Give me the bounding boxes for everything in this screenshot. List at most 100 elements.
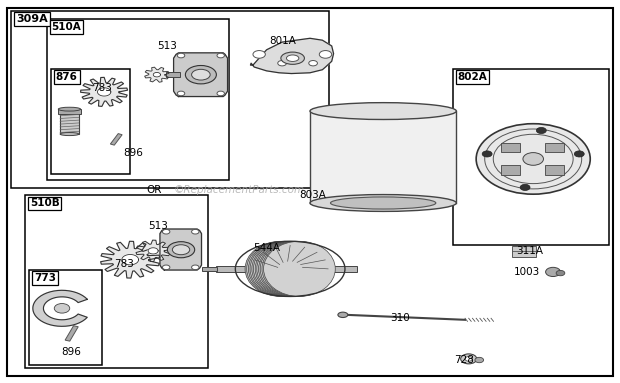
Text: 783: 783 (92, 83, 112, 93)
Circle shape (162, 229, 170, 234)
Polygon shape (100, 241, 160, 278)
Ellipse shape (185, 65, 216, 84)
Text: 773: 773 (34, 273, 56, 283)
Text: 310: 310 (390, 313, 410, 323)
Ellipse shape (260, 241, 332, 296)
Text: 876: 876 (56, 72, 78, 82)
Ellipse shape (167, 242, 195, 258)
Polygon shape (81, 77, 128, 106)
Bar (502, 165, 520, 175)
Bar (202, 267, 217, 271)
Circle shape (278, 61, 286, 66)
Circle shape (482, 151, 492, 157)
Circle shape (253, 51, 265, 58)
Ellipse shape (330, 197, 436, 209)
Ellipse shape (60, 133, 79, 136)
Ellipse shape (255, 241, 327, 296)
Polygon shape (97, 88, 111, 96)
Ellipse shape (310, 103, 456, 119)
Bar (216, 266, 357, 272)
Bar (512, 246, 536, 257)
Polygon shape (148, 248, 158, 254)
Bar (11, 11, 329, 188)
Ellipse shape (58, 107, 81, 111)
Bar (545, 165, 564, 175)
Ellipse shape (245, 241, 317, 296)
Ellipse shape (310, 195, 456, 211)
Circle shape (475, 357, 484, 363)
Text: 783: 783 (114, 259, 134, 269)
Ellipse shape (254, 241, 325, 296)
Text: 544A: 544A (253, 243, 280, 253)
Text: OR: OR (146, 185, 161, 195)
Ellipse shape (286, 55, 299, 62)
Circle shape (574, 151, 584, 157)
Circle shape (177, 53, 185, 58)
Ellipse shape (172, 245, 190, 255)
Polygon shape (160, 229, 202, 270)
Ellipse shape (55, 303, 69, 313)
Circle shape (177, 91, 185, 96)
Bar (110, 134, 122, 145)
Circle shape (476, 124, 590, 194)
Bar (58, 109, 81, 114)
Text: 510B: 510B (30, 198, 60, 208)
Polygon shape (122, 255, 138, 265)
Bar (65, 326, 78, 341)
Ellipse shape (192, 69, 210, 80)
Text: 801A: 801A (269, 36, 296, 46)
Text: ©ReplacementParts.com: ©ReplacementParts.com (173, 185, 304, 195)
Circle shape (556, 270, 565, 276)
Ellipse shape (281, 52, 304, 64)
Text: 896: 896 (123, 148, 143, 158)
Text: 803A: 803A (299, 190, 327, 200)
Bar (545, 142, 564, 152)
Bar (502, 142, 520, 152)
Circle shape (536, 128, 546, 134)
Ellipse shape (264, 241, 335, 296)
Ellipse shape (252, 241, 324, 296)
Polygon shape (136, 240, 170, 262)
Text: 896: 896 (61, 347, 81, 357)
Ellipse shape (257, 241, 329, 296)
Polygon shape (153, 72, 161, 77)
Circle shape (217, 91, 224, 96)
Circle shape (461, 354, 477, 364)
Ellipse shape (262, 241, 334, 296)
Bar (310, 111, 456, 203)
Text: 728: 728 (454, 355, 474, 365)
Polygon shape (174, 53, 228, 97)
Ellipse shape (247, 241, 319, 296)
Text: 510A: 510A (51, 22, 81, 32)
Polygon shape (250, 38, 334, 74)
Circle shape (546, 267, 560, 277)
Polygon shape (33, 290, 87, 326)
Bar (60, 113, 79, 134)
Circle shape (465, 357, 472, 361)
Ellipse shape (259, 241, 330, 296)
Bar (25, 195, 208, 368)
Bar (453, 69, 609, 245)
Bar (51, 69, 130, 174)
Ellipse shape (338, 312, 348, 318)
Text: 311A: 311A (516, 246, 544, 256)
Polygon shape (144, 67, 169, 82)
Text: 513: 513 (148, 221, 168, 231)
Circle shape (309, 61, 317, 66)
Circle shape (162, 265, 170, 270)
Bar (166, 72, 180, 77)
Circle shape (319, 51, 332, 58)
Text: 1003: 1003 (514, 267, 540, 277)
Bar (29, 270, 102, 365)
Text: 802A: 802A (458, 72, 487, 82)
Ellipse shape (249, 241, 320, 296)
Circle shape (192, 265, 199, 270)
Ellipse shape (250, 241, 322, 296)
Circle shape (523, 152, 544, 165)
Circle shape (520, 184, 530, 190)
Circle shape (217, 53, 224, 58)
Text: 513: 513 (157, 41, 177, 51)
Text: 309A: 309A (16, 14, 48, 24)
Circle shape (192, 229, 199, 234)
Bar (46, 19, 229, 180)
